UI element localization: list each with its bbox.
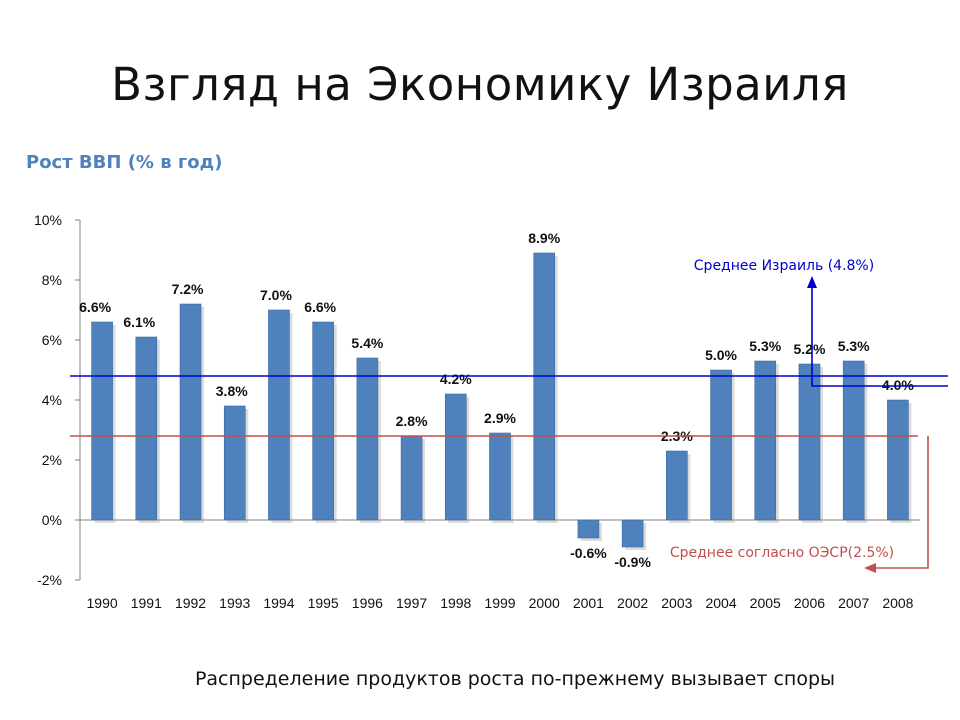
data-label-2001: -0.6% [570, 545, 607, 561]
x-tick-label: 1993 [219, 595, 250, 611]
x-tick-label: 1996 [352, 595, 383, 611]
y-tick-label: -2% [37, 572, 62, 588]
x-tick-label: 2000 [529, 595, 560, 611]
chart-reference-lines: Среднее Израиль (4.8%) Среднее согласно О… [70, 258, 948, 573]
y-tick-label: 4% [42, 392, 62, 408]
x-tick-label: 2004 [705, 595, 736, 611]
bar-2007 [842, 360, 865, 521]
israel-average-label: Среднее Израиль (4.8%) [694, 258, 874, 274]
x-tick-label: 1990 [87, 595, 118, 611]
x-tick-label: 1997 [396, 595, 427, 611]
x-tick-label: 2006 [794, 595, 825, 611]
x-tick-label: 1991 [131, 595, 162, 611]
data-label-1996: 5.4% [351, 335, 383, 351]
israel-average-arrowhead [807, 276, 817, 288]
bar-2005 [754, 360, 777, 521]
x-tick-label: 1998 [440, 595, 471, 611]
data-label-2006: 5.2% [794, 341, 826, 357]
data-label-1990: 6.6% [79, 299, 111, 315]
data-label-2002: -0.9% [614, 554, 651, 570]
x-tick-label: 2001 [573, 595, 604, 611]
data-label-1992: 7.2% [172, 281, 204, 297]
x-tick-label: 1999 [484, 595, 515, 611]
oecd-average-label: Среднее согласно ОЭСР(2.5%) [670, 545, 894, 561]
data-label-1999: 2.9% [484, 410, 516, 426]
bar-2003 [666, 450, 688, 521]
bar-2008 [887, 399, 909, 521]
y-tick-label: 10% [34, 212, 62, 228]
bar-1991 [135, 336, 158, 521]
bar-2001 [577, 519, 600, 539]
bar-1999 [489, 432, 511, 521]
bar-2004 [710, 369, 732, 521]
x-tick-label: 2002 [617, 595, 648, 611]
bar-2006 [798, 363, 821, 521]
x-tick-label: 2008 [882, 595, 913, 611]
y-tick-label: 0% [42, 512, 62, 528]
bar-1996 [356, 357, 379, 521]
oecd-average-arrowhead [864, 563, 876, 573]
chart-x-ticks: 1990 1991 1992 1993 1994 1995 1996 1997 1998 1999… [87, 595, 914, 611]
data-label-1997: 2.8% [396, 413, 428, 429]
data-label-2005: 5.3% [749, 338, 781, 354]
chart-title: Рост ВВП (% в год) [26, 152, 223, 173]
bar-2000 [533, 252, 556, 521]
x-tick-label: 2007 [838, 595, 869, 611]
data-label-1994: 7.0% [260, 287, 292, 303]
bar-1997 [400, 435, 423, 521]
x-tick-label: 1995 [308, 595, 339, 611]
data-label-2004: 5.0% [705, 347, 737, 363]
x-tick-label: 2005 [750, 595, 781, 611]
chart-y-ticks: -2% 0% 2% 4% 6% 8% 10% [34, 212, 80, 588]
bar-1998 [444, 393, 467, 521]
chart-axes [79, 220, 920, 580]
y-tick-label: 8% [42, 272, 62, 288]
data-label-1991: 6.1% [123, 314, 155, 330]
x-tick-label: 1994 [263, 595, 294, 611]
data-label-1995: 6.6% [304, 299, 336, 315]
data-label-2008: 4.0% [882, 377, 914, 393]
bar-1993 [223, 405, 246, 521]
bar-1994 [268, 309, 290, 521]
bar-2002 [621, 519, 644, 548]
x-tick-label: 1992 [175, 595, 206, 611]
oecd-average-arrow [872, 436, 929, 569]
x-tick-label: 2003 [661, 595, 692, 611]
chart-bars [91, 252, 912, 550]
israel-average-arrow [811, 286, 948, 387]
bar-1990 [91, 321, 113, 521]
bar-1992 [179, 303, 202, 521]
footer-note: Распределение продуктов роста по-прежнем… [194, 668, 836, 690]
data-label-2007: 5.3% [838, 338, 870, 354]
y-tick-label: 6% [42, 332, 62, 348]
slide-title: Взгляд на Экономику Израиля [111, 58, 849, 111]
data-label-2000: 8.9% [528, 230, 560, 246]
data-label-1998: 4.2% [440, 371, 472, 387]
y-tick-label: 2% [42, 452, 62, 468]
bar-1995 [312, 321, 334, 521]
data-label-1993: 3.8% [216, 383, 248, 399]
